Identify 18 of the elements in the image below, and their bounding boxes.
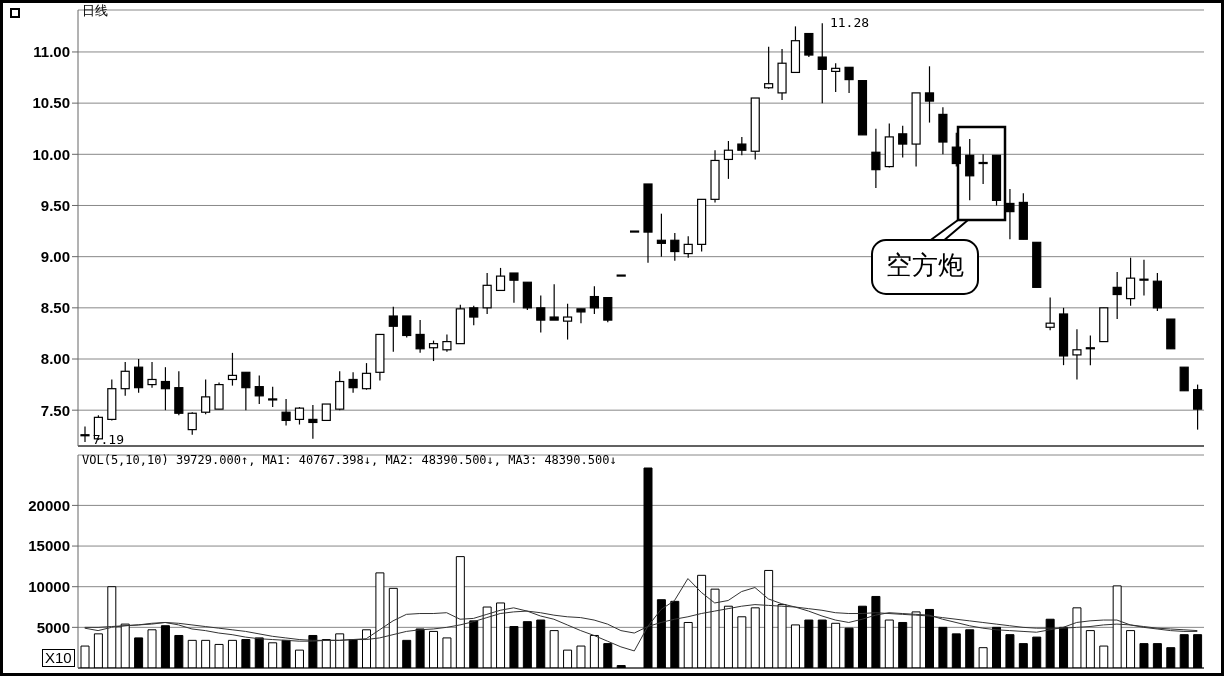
y-tick-label: 8.50	[40, 299, 70, 317]
y-tick-label: 10.50	[32, 94, 70, 112]
y-tick-label: 10000	[28, 578, 70, 596]
y-tick-label: 20000	[28, 496, 70, 514]
y-tick-label: 11.00	[33, 43, 70, 61]
chart-title: 日线	[82, 2, 108, 20]
text: X10	[42, 649, 75, 667]
annotation: VOL(5,10,10) 39729.000↑, MA1: 40767.398↓, MA2: 48390.500↓, MA3: 48390.500↓	[82, 453, 617, 467]
annotation: 7.19	[92, 431, 125, 447]
y-tick-label: 9.50	[40, 196, 70, 214]
y-tick-label: 5000	[36, 618, 70, 636]
y-tick-label: 9.00	[40, 247, 70, 265]
y-tick-label: 10.00	[32, 145, 70, 163]
y-tick-label: 7.50	[40, 401, 70, 419]
y-tick-label: 15000	[28, 537, 70, 555]
annotation: 空方炮	[885, 249, 965, 282]
annotation: 11.28	[829, 15, 870, 31]
y-tick-label: 8.00	[40, 350, 70, 368]
